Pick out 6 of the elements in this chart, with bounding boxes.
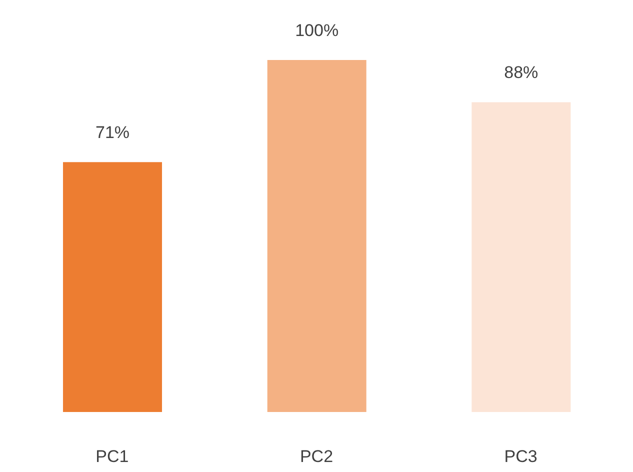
data-label: 100% [295,21,339,40]
x-tick-label: PC3 [504,447,538,466]
x-tick-label: PC1 [96,447,129,466]
data-label: 88% [504,63,538,82]
x-tick-label: PC2 [300,447,334,466]
data-label: 71% [95,123,130,142]
